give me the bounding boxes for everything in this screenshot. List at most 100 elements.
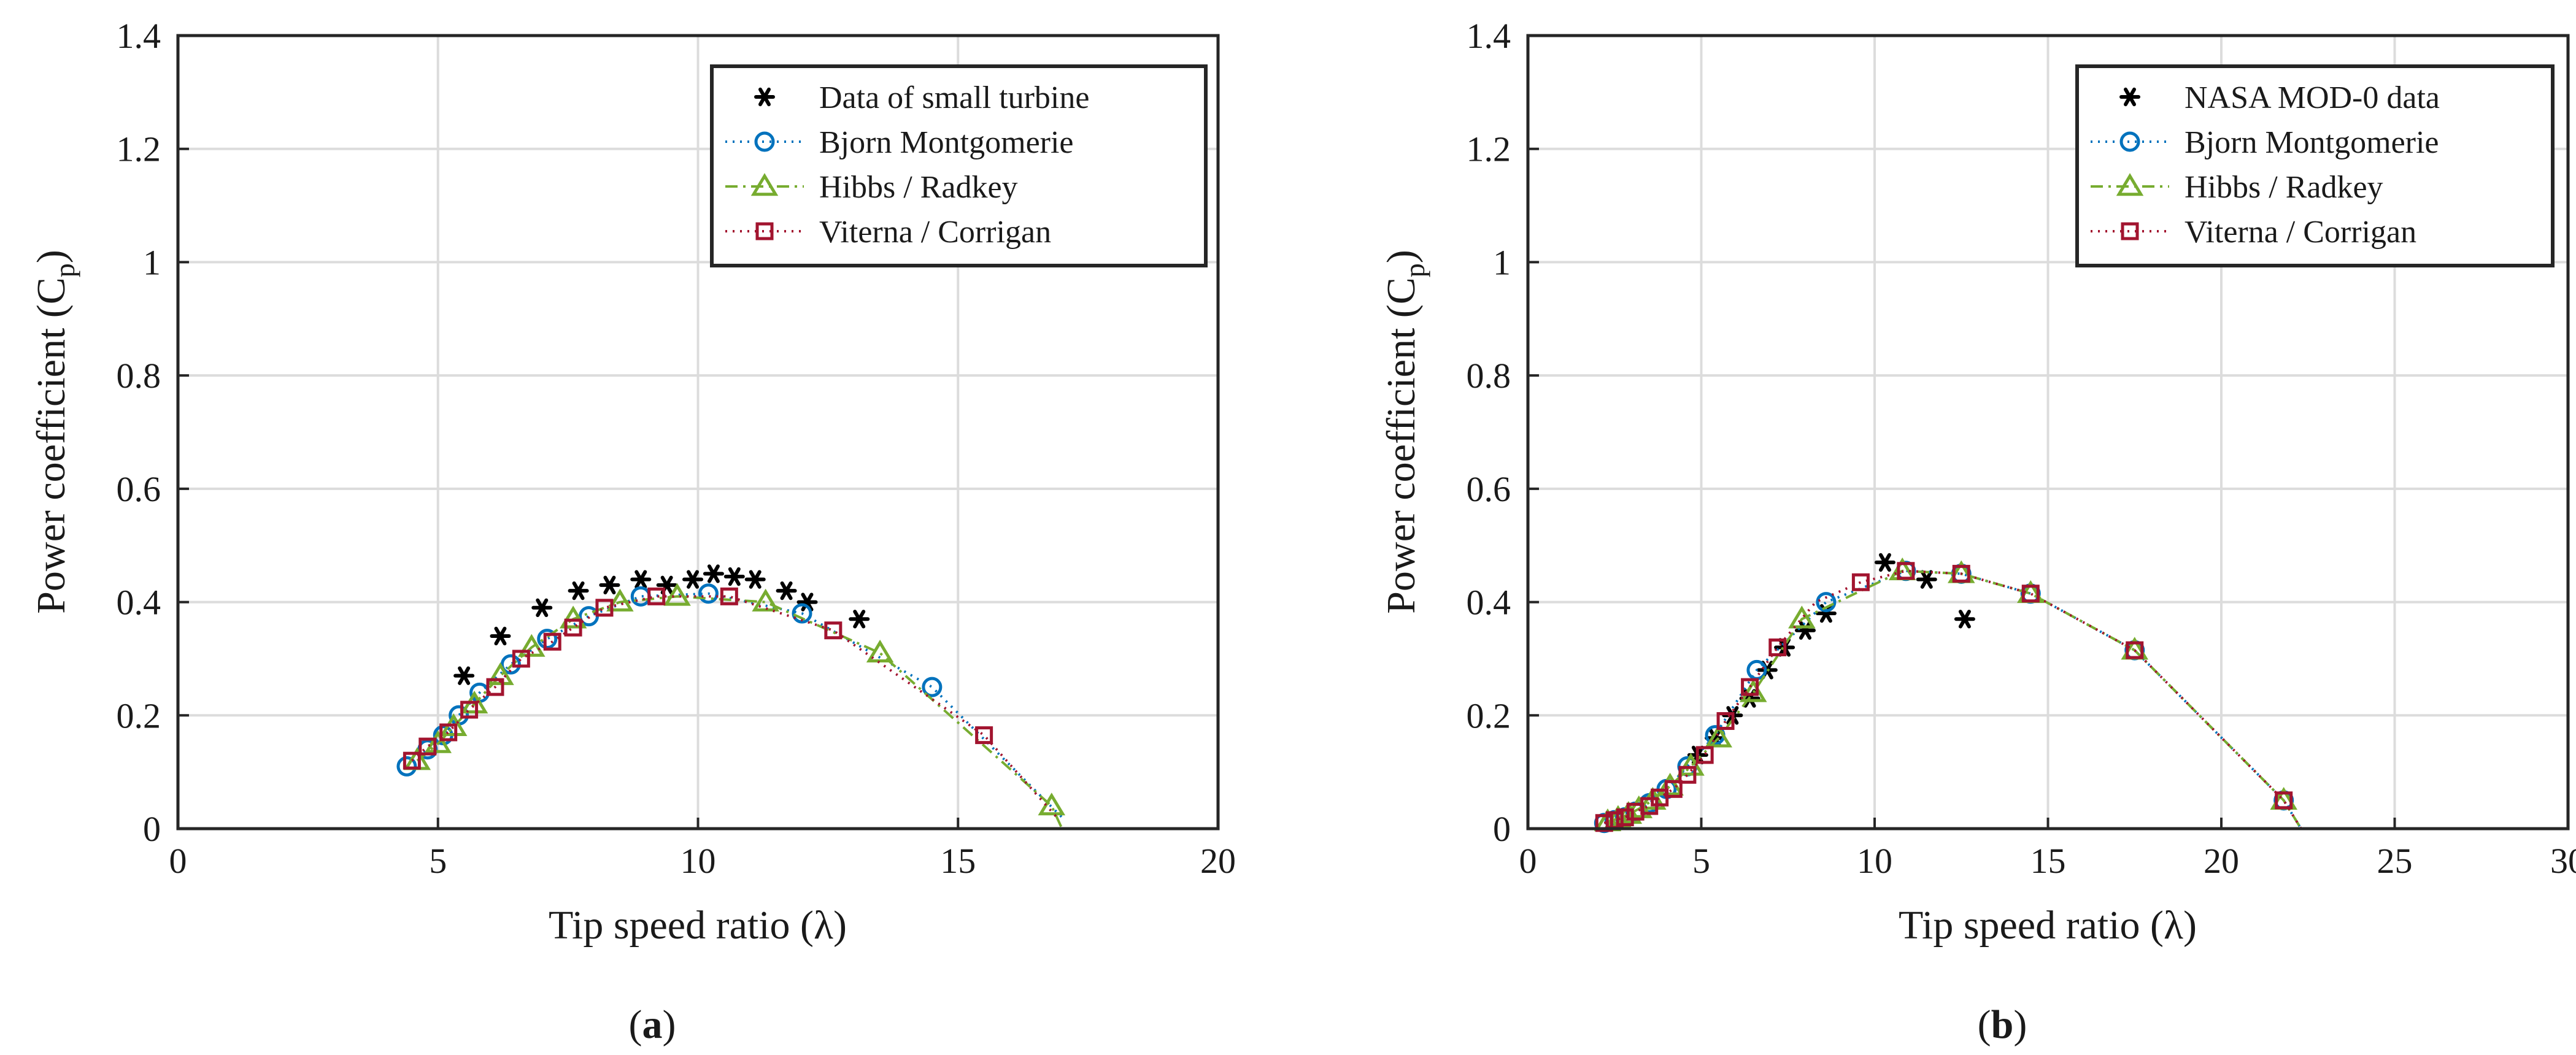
data-point-hibbs-radkey [1788,605,1816,629]
data-point-hibbs-radkey [1656,772,1684,796]
y-tick-label: 0.2 [1467,696,1511,735]
data-point-data-of-small-turbine [453,666,475,685]
legend-label-hibbs-radkey: Hibbs / Radkey [819,170,1018,205]
data-point-viterna-corrigan [1678,765,1697,784]
legend-item-nasa-mod-0-data: NASA MOD-0 data [2119,80,2440,115]
y-ticks-b: 0 0.2 0.4 0.6 0.8 1 1.2 1.4 [1467,16,1539,849]
legend-item-bjorn-montgomerie: Bjorn Montgomerie [2091,125,2439,160]
data-point-nasa-mod-0-data [1874,553,1895,572]
y-tick-label: 1.2 [1467,129,1511,169]
data-point-bjorn-montgomerie [396,756,417,777]
x-ticks-a: 0 5 10 15 20 [169,818,1236,881]
legend-item-viterna-corrigan: Viterna / Corrigan [2091,215,2416,250]
data-point-data-of-small-turbine [723,567,745,586]
legend-marker-viterna-corrigan [2121,222,2139,240]
data-point-viterna-corrigan [1897,562,1915,580]
y-axis-label-b: Power coefficient (Cp) [1379,250,1430,614]
legend-item-bjorn-montgomerie: Bjorn Montgomerie [725,125,1074,160]
legend-label-nasa-mod-0-data: NASA MOD-0 data [2185,80,2440,115]
data-point-viterna-corrigan [512,650,530,668]
data-point-viterna-corrigan [1616,808,1634,827]
x-tick-label: 10 [1857,841,1892,881]
panel-b: 0 5 10 15 20 25 30 0 0.2 0.4 0.6 0.8 1 1.2 1.4 Tip sp… [1379,16,2576,1047]
data-point-hibbs-radkey [487,662,514,685]
data-point-viterna-corrigan [595,599,614,617]
legend-item-data-of-small-turbine: Data of small turbine [754,80,1089,115]
data-point-viterna-corrigan [1716,712,1735,731]
data-point-bjorn-montgomerie [922,677,943,697]
data-point-viterna-corrigan [460,700,479,719]
y-tick-label: 1.4 [117,16,161,56]
data-point-hibbs-radkey [866,639,894,662]
data-point-viterna-corrigan [720,587,738,605]
data-point-data-of-small-turbine [568,581,589,600]
legend-box-a [710,64,1208,267]
data-point-viterna-corrigan [1741,678,1759,696]
data-point-viterna-corrigan [564,618,582,637]
y-ticks-a: 0 0.2 0.4 0.6 0.8 1 1.2 1.4 [117,16,189,849]
data-point-nasa-mod-0-data [1954,610,1975,629]
y-tick-label: 0.2 [117,696,161,735]
data-point-viterna-corrigan [1695,746,1714,764]
legend-item-viterna-corrigan: Viterna / Corrigan [725,215,1051,250]
y-tick-label: 1 [143,242,161,282]
data-point-viterna-corrigan [543,632,561,651]
x-tick-label: 10 [681,841,716,881]
x-tick-label: 5 [1692,841,1710,881]
y-axis-label-a: Power coefficient (Cp) [29,250,80,614]
x-tick-label: 0 [169,841,187,881]
y-tick-label: 0.6 [1467,469,1511,509]
x-axis-label-b: Tip speed ratio (λ) [1899,903,2197,948]
legend-marker-hibbs-radkey [750,173,779,196]
series-line-viterna-corrigan [411,595,1058,818]
data-point-data-of-small-turbine [531,598,553,617]
series-line-bjorn-montgomerie [406,592,1063,818]
data-point-viterna-corrigan [403,751,421,770]
legend-label-viterna-corrigan: Viterna / Corrigan [2185,215,2416,250]
legend-marker-hibbs-radkey [2116,173,2144,196]
data-point-bjorn-montgomerie [698,583,719,604]
legend-marker-bjorn-montgomerie [2119,131,2140,152]
data-point-bjorn-montgomerie [537,629,558,650]
data-point-hibbs-radkey [518,634,546,657]
data-point-viterna-corrigan [975,726,993,745]
x-tick-label: 0 [1519,841,1537,881]
data-point-viterna-corrigan [1952,564,1970,583]
data-point-nasa-mod-0-data [1916,570,1937,589]
data-point-data-of-small-turbine [744,570,766,589]
data-point-bjorn-montgomerie [792,603,812,624]
x-tick-label: 5 [429,841,447,881]
data-point-viterna-corrigan [2126,641,2144,659]
data-point-viterna-corrigan [1595,814,1613,832]
legend-label-hibbs-radkey: Hibbs / Radkey [2185,170,2383,205]
y-tick-label: 1.4 [1467,16,1511,56]
data-point-viterna-corrigan [2275,791,2293,810]
y-tick-label: 0.8 [1467,356,1511,396]
data-point-data-of-small-turbine [796,593,818,612]
data-point-data-of-small-turbine [599,575,620,595]
legend-box-b [2075,64,2555,267]
y-tick-label: 0.4 [117,583,161,623]
y-tick-label: 0.4 [1467,583,1511,623]
data-point-viterna-corrigan [2021,585,2040,603]
data-point-hibbs-radkey [1705,724,1733,748]
data-point-viterna-corrigan [486,678,504,696]
y-tick-label: 0 [143,809,161,849]
legend-a: Data of small turbine Bjorn Montgomerie Hi… [710,64,1208,267]
legend-marker-nasa-mod-0-data [2119,87,2140,107]
legend-label-data-of-small-turbine: Data of small turbine [819,80,1089,115]
y-tick-label: 0.8 [117,356,161,396]
legend-label-viterna-corrigan: Viterna / Corrigan [819,215,1051,250]
x-ticks-b: 0 5 10 15 20 25 30 [1519,818,2576,881]
data-point-data-of-small-turbine [849,610,870,629]
x-tick-label: 20 [2204,841,2239,881]
legend-marker-data-of-small-turbine [754,87,775,107]
data-point-data-of-small-turbine [776,581,797,600]
data-point-data-of-small-turbine [490,626,511,646]
panel-label-a: (a) [629,1002,676,1047]
series-viterna-corrigan [1595,562,2302,832]
data-point-hibbs-radkey [424,730,452,753]
series-a [396,564,1066,829]
series-b [1594,553,2302,834]
